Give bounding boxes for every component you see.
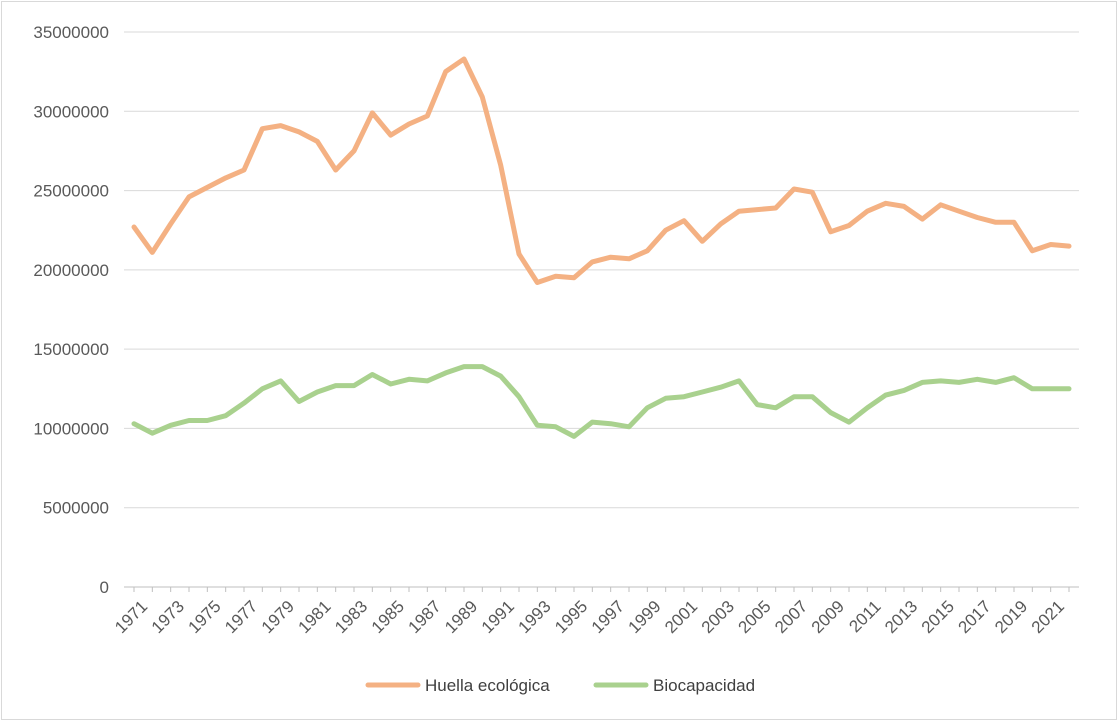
legend-label: Huella ecológica xyxy=(425,676,550,695)
x-tick-label: 1971 xyxy=(111,597,151,637)
x-tick-label: 1999 xyxy=(624,597,664,637)
x-tick-label: 1985 xyxy=(368,597,408,637)
x-tick-label: 1991 xyxy=(478,597,518,637)
x-tick-label: 1975 xyxy=(184,597,224,637)
x-tick-label: 2007 xyxy=(771,597,811,637)
series-line-huella-ecologica xyxy=(131,56,1072,285)
series-line-biocapacidad xyxy=(131,364,1072,439)
legend-label: Biocapacidad xyxy=(653,676,755,695)
x-tick-label: 1977 xyxy=(221,597,261,637)
x-tick-label: 2019 xyxy=(991,597,1031,637)
x-tick-label: 2017 xyxy=(954,597,994,637)
x-tick-label: 2003 xyxy=(698,597,738,637)
x-tick-label: 1973 xyxy=(148,597,188,637)
x-tick-label: 2009 xyxy=(808,597,848,637)
x-tick-label: 2021 xyxy=(1028,597,1068,637)
y-tick-label: 30000000 xyxy=(33,102,109,121)
x-tick-label: 2013 xyxy=(881,597,921,637)
x-tick-label: 1987 xyxy=(404,597,444,637)
x-tick-label: 2011 xyxy=(845,597,884,636)
legend: Huella ecológica Biocapacidad xyxy=(365,676,755,695)
x-tick-label: 1981 xyxy=(294,597,334,637)
x-tick-label: 2001 xyxy=(661,597,701,637)
x-tick-label: 1993 xyxy=(514,597,554,637)
y-tick-label: 25000000 xyxy=(33,182,109,201)
x-tick-label: 1983 xyxy=(331,597,371,637)
series-lines xyxy=(131,56,1072,439)
x-tick-label: 1995 xyxy=(551,597,591,637)
x-axis-ticks: 1971197319751977197919811983198519871989… xyxy=(111,597,1068,637)
y-tick-label: 15000000 xyxy=(33,340,109,359)
y-tick-label: 20000000 xyxy=(33,261,109,280)
y-tick-label: 35000000 xyxy=(33,23,109,42)
x-tick-label: 2015 xyxy=(918,597,958,637)
y-tick-label: 5000000 xyxy=(43,499,109,518)
y-tick-label: 0 xyxy=(100,578,109,597)
y-axis-ticks: 0 5000000 10000000 15000000 20000000 25000000… xyxy=(33,23,109,597)
gridlines xyxy=(124,31,1079,592)
x-tick-label: 1989 xyxy=(441,597,481,637)
y-tick-label: 10000000 xyxy=(33,419,109,438)
x-tick-label: 2005 xyxy=(734,597,774,637)
x-tick-label: 1979 xyxy=(258,597,298,637)
x-tick-label: 1997 xyxy=(588,597,628,637)
